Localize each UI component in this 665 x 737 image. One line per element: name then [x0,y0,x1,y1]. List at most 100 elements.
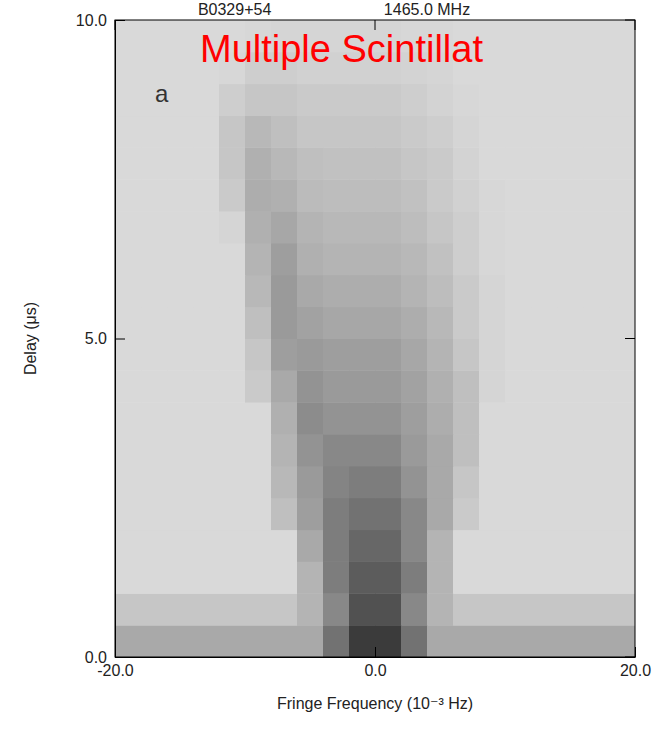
heatmap-cell [609,275,635,307]
heatmap-cell [219,402,246,434]
heatmap-cell [401,593,428,625]
heatmap-cell [453,84,480,116]
heatmap-cell [167,20,194,52]
heatmap-cell [609,211,635,243]
heatmap-cell [427,561,454,593]
heatmap-cell [167,307,194,339]
heatmap-cell [427,307,454,339]
heatmap-cell [479,307,506,339]
heatmap-cell [167,466,194,498]
heatmap-cell [245,211,272,243]
heatmap-cell [427,211,454,243]
heatmap-cell [141,593,168,625]
heatmap-cell [609,339,635,371]
heatmap-cell [557,275,584,307]
heatmap-cell [479,466,506,498]
heatmap-cell [609,84,635,116]
heatmap-cell [505,275,532,307]
heatmap-cell [297,561,324,593]
heatmap-cell [167,498,194,530]
heatmap-cell [505,402,532,434]
heatmap-cell [557,466,584,498]
heatmap-cell [167,370,194,402]
heatmap-cell [401,179,428,211]
heatmap-cell [349,402,376,434]
heatmap-cell [115,434,142,466]
heatmap-cell [167,179,194,211]
heatmap-cell [583,466,610,498]
heatmap-cell [141,243,168,275]
heatmap-cell [115,243,142,275]
heatmap-cell [531,593,558,625]
heatmap-cell [557,147,584,179]
heatmap-cell [115,179,142,211]
heatmap-cell [245,593,272,625]
heatmap-cell [531,370,558,402]
heatmap-cell [297,275,324,307]
heatmap-cell [219,339,246,371]
heatmap-cell [141,466,168,498]
heatmap-cell [193,625,220,657]
heatmap-cell [375,402,402,434]
heatmap-cell [479,593,506,625]
heatmap-cell [479,498,506,530]
heatmap-cell [271,625,298,657]
heatmap-cell [141,402,168,434]
heatmap-cell [115,402,142,434]
heatmap-cell [297,211,324,243]
heatmap-cell [219,466,246,498]
heatmap-cell [583,179,610,211]
heatmap-cell [609,402,635,434]
heatmap-cell [427,625,454,657]
heatmap-cell [271,530,298,562]
heatmap-cell [167,339,194,371]
heatmap-cell [453,402,480,434]
heatmap-cell [167,625,194,657]
heatmap-cell [427,434,454,466]
y-right-tick [625,657,635,658]
heatmap-cell [193,561,220,593]
heatmap-cell [583,402,610,434]
heatmap-cell [609,498,635,530]
heatmap-cell [271,370,298,402]
heatmap-cell [193,434,220,466]
heatmap-cell [375,593,402,625]
heatmap-cell [349,561,376,593]
heatmap-cell [115,52,142,84]
heatmap-cell [167,593,194,625]
heatmap-cell [531,307,558,339]
heatmap-cell [297,307,324,339]
heatmap-cell [297,370,324,402]
heatmap-cell [167,275,194,307]
heatmap-cell [479,116,506,148]
heatmap-cell [141,275,168,307]
heatmap-cell [557,593,584,625]
heatmap-cell [427,243,454,275]
heatmap-cell [245,466,272,498]
heatmap-cell [349,116,376,148]
heatmap-cell [375,370,402,402]
texts: B0329+541465.0 MHzFringe Frequency (10⁻³… [22,1,483,712]
heatmap-cell [505,530,532,562]
heatmap-cell [453,466,480,498]
heatmap-cell [245,370,272,402]
y-tick: 0.0 [85,649,125,666]
y-tick-mark [115,20,125,21]
heatmap-cell [115,307,142,339]
heatmap-cell [505,179,532,211]
annotation: Multiple Scintillat [200,28,483,70]
heatmap-cell [297,339,324,371]
heatmap-cell [505,116,532,148]
heatmap-cell [193,402,220,434]
heatmap-cell [427,402,454,434]
heatmap-cell [297,498,324,530]
heatmap-cell [609,593,635,625]
heatmap-cell [557,84,584,116]
heatmap-cell [219,211,246,243]
heatmap-cell [505,593,532,625]
heatmap-cell [427,530,454,562]
heatmap-cell [479,147,506,179]
heatmap-cell [609,20,635,52]
heatmap-cell [609,466,635,498]
heatmap-cell [297,625,324,657]
